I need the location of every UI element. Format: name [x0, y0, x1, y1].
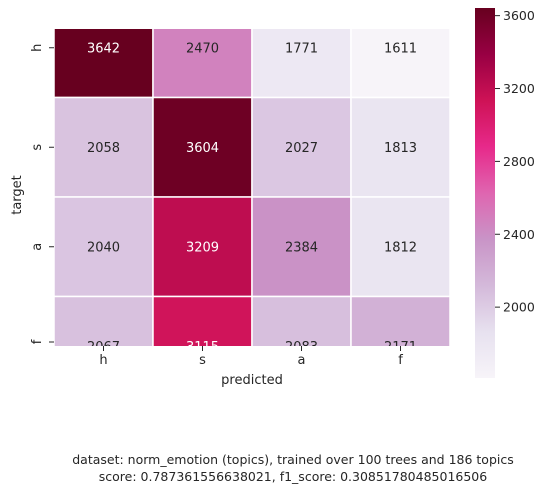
cell-value-label: 2027 — [285, 141, 318, 156]
colorbar-tick-label: 2400 — [503, 227, 535, 242]
cell-value-label: 2171 — [384, 340, 417, 355]
cell-value-label: 1771 — [285, 41, 318, 56]
y-tick-label: h — [30, 44, 45, 52]
x-tick-label: h — [99, 353, 107, 368]
heatmap-cell — [251, 96, 352, 198]
colorbar-tick-label: 2000 — [503, 300, 535, 315]
heatmap-cell — [54, 295, 154, 346]
heatmap-annotations: 3642 2470 1771 1611 2058 3604 2027 1813 2040 3209… — [87, 41, 417, 355]
caption-line-2: score: 0.787361556638021, f1_score: 0.30… — [99, 469, 487, 484]
heatmap-cell — [350, 295, 450, 346]
y-tick-label: a — [30, 243, 45, 251]
heatmap-cell — [54, 196, 154, 298]
cell-value-label: 2058 — [87, 141, 120, 156]
cell-value-label: 3209 — [186, 240, 219, 255]
x-tick-label: s — [199, 353, 206, 368]
y-axis: h s a f — [30, 44, 54, 344]
heatmap-cell — [54, 96, 154, 198]
colorbar-tick-label: 3200 — [503, 81, 535, 96]
cell-value-label: 1611 — [384, 41, 417, 56]
colorbar-tick-label: 2800 — [503, 154, 535, 169]
cell-value-label: 1812 — [384, 240, 417, 255]
cell-value-label: 2040 — [87, 240, 120, 255]
heatmap-cell — [152, 29, 253, 99]
cell-value-label: 2067 — [87, 340, 120, 355]
heatmap-cell — [350, 29, 450, 99]
cell-value-label: 2384 — [285, 240, 318, 255]
heatmap-cell — [251, 295, 352, 346]
x-axis-label: predicted — [221, 373, 283, 388]
heatmap-cell — [350, 196, 450, 298]
heatmap-cell — [152, 196, 253, 298]
cell-value-label: 1813 — [384, 141, 417, 156]
heatmap-cell — [251, 196, 352, 298]
colorbar-axis: 2000 2400 2800 3200 3600 — [495, 8, 535, 315]
heatmap-cell — [350, 96, 450, 198]
cell-value-label: 3642 — [87, 41, 120, 56]
heatmap-cells — [54, 29, 450, 346]
caption-line-1: dataset: norm_emotion (topics), trained … — [72, 452, 514, 467]
heatmap-cell — [152, 295, 253, 346]
y-axis-label: target — [10, 175, 25, 215]
y-tick-label: s — [30, 144, 45, 151]
cell-value-label: 2083 — [285, 340, 318, 355]
y-tick-label: f — [30, 339, 45, 344]
cell-value-label: 2470 — [186, 41, 219, 56]
colorbar — [475, 8, 495, 378]
cell-value-label: 3604 — [186, 141, 219, 156]
x-tick-label: f — [398, 353, 403, 368]
colorbar-tick-label: 3600 — [503, 8, 535, 23]
cell-value-label: 3115 — [186, 340, 219, 355]
x-tick-label: a — [298, 353, 306, 368]
